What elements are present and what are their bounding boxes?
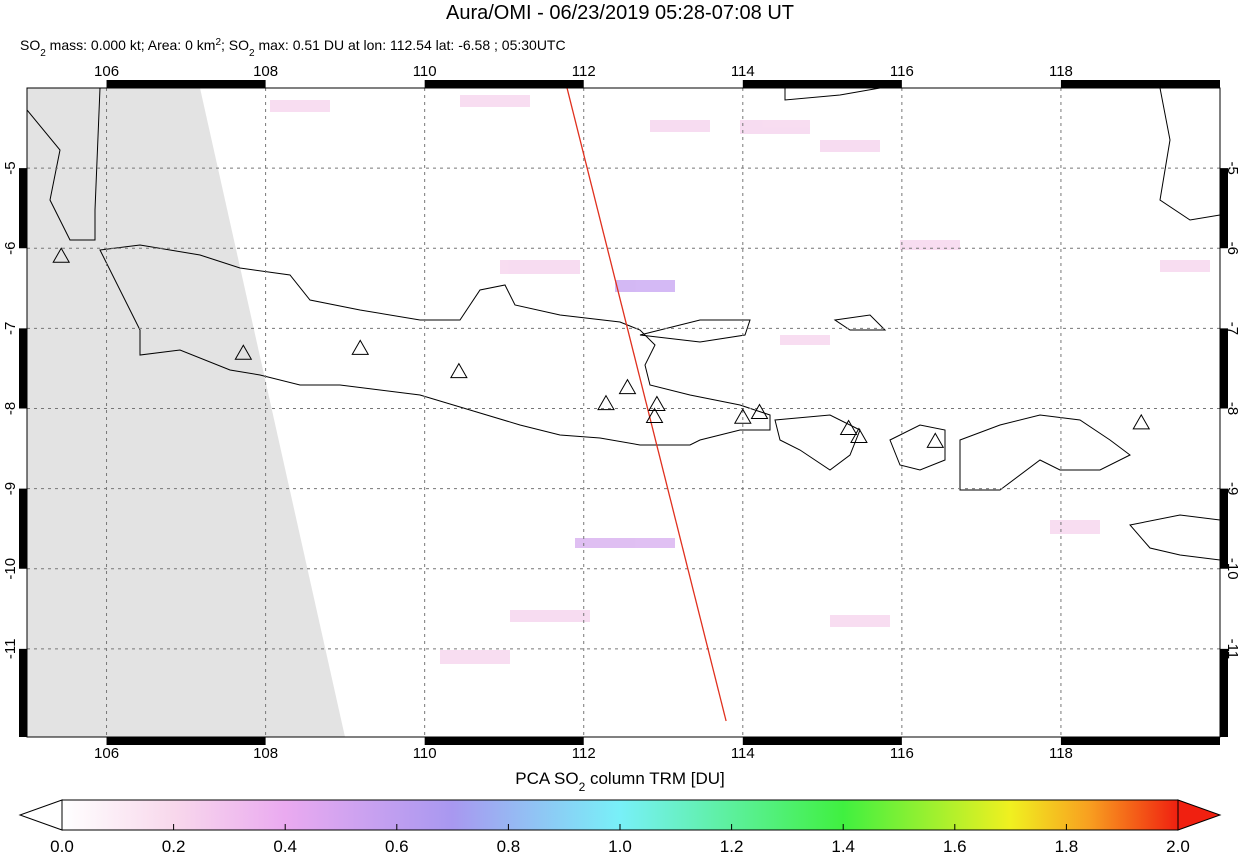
subtitle: SO2 mass: 0.000 kt; Area: 0 km2; SO2 max… <box>20 37 566 59</box>
x-tick-label: 110 <box>413 63 437 80</box>
volcano <box>52 247 71 263</box>
y-tick-label: -7 <box>1224 322 1239 335</box>
coastline <box>99 244 771 446</box>
frame-bar <box>1220 648 1228 737</box>
volcano <box>645 407 664 424</box>
frame-bar <box>1220 488 1228 569</box>
frame-bar <box>424 80 584 88</box>
y-tick-label: -9 <box>1224 482 1239 495</box>
volcano <box>926 432 945 448</box>
y-tick-label: -7 <box>2 322 19 335</box>
colorbar-tick-label: 0.0 <box>50 837 74 855</box>
volcano <box>597 394 615 411</box>
volcano <box>648 395 666 411</box>
colorbar-tick-label: 0.8 <box>497 837 521 855</box>
coastline <box>959 414 1131 491</box>
x-tick-label: 108 <box>253 745 278 762</box>
volcano <box>234 344 253 360</box>
x-tick-label: 116 <box>890 745 914 762</box>
coastline <box>889 424 946 471</box>
frame-bar <box>19 328 27 409</box>
frame-bar <box>424 737 584 745</box>
colorbar-tick-label: 1.6 <box>943 837 967 855</box>
frame-bar <box>742 80 902 88</box>
y-tick-label: -6 <box>2 242 19 255</box>
title: Aura/OMI - 06/23/2019 05:28-07:08 UT <box>446 2 794 24</box>
frame-bar <box>1220 328 1228 409</box>
frame-bar <box>19 168 27 249</box>
y-tick-label: -5 <box>2 161 19 174</box>
y-tick-label: -5 <box>1224 161 1239 174</box>
colorbar-label: PCA SO2 column TRM [DU] <box>515 769 725 794</box>
volcano <box>839 419 858 436</box>
x-tick-label: 106 <box>94 63 119 80</box>
coastline <box>639 319 751 343</box>
x-tick-label: 118 <box>1049 745 1073 762</box>
x-tick-label: 108 <box>253 63 278 80</box>
x-tick-label: 112 <box>572 63 596 80</box>
y-tick-label: -9 <box>2 482 19 495</box>
volcano <box>618 378 637 395</box>
frame-bar <box>1220 168 1228 249</box>
x-tick-label: 116 <box>890 63 914 80</box>
volcano <box>450 362 468 379</box>
volcano <box>750 403 769 419</box>
x-tick-label: 110 <box>413 745 437 762</box>
colorbar-tick-label: 2.0 <box>1166 837 1190 855</box>
volcano <box>850 427 868 444</box>
colorbar-tick-label: 1.0 <box>608 837 632 855</box>
colorbar-tick-label: 1.8 <box>1055 837 1079 855</box>
colorbar-tick-label: 0.6 <box>385 837 409 855</box>
coastline <box>27 88 101 241</box>
x-tick-label: 114 <box>731 745 755 762</box>
y-tick-label: -6 <box>1224 242 1239 255</box>
coastline <box>774 414 861 471</box>
so2-pixels <box>270 95 1210 664</box>
frame-bar <box>1060 80 1220 88</box>
x-tick-label: 106 <box>94 745 119 762</box>
colorbar-tick-label: 1.2 <box>720 837 744 855</box>
volcano <box>1132 413 1151 430</box>
y-tick-label: -10 <box>2 558 19 580</box>
colorbar-low-arrow <box>18 799 63 831</box>
y-tick-label: -10 <box>1224 558 1239 580</box>
colorbar-tick-label: 0.2 <box>162 837 186 855</box>
y-tick-label: -11 <box>2 639 19 660</box>
coastline <box>1129 514 1220 561</box>
map-frame <box>26 87 1221 738</box>
frame-bar <box>19 648 27 737</box>
frame-bar <box>106 80 266 88</box>
volcano <box>733 408 752 424</box>
x-tick-label: 118 <box>1049 63 1073 80</box>
frame-bar <box>106 737 266 745</box>
frame-bar <box>19 488 27 569</box>
x-tick-label: 112 <box>572 745 596 762</box>
colorbar <box>18 799 1222 831</box>
frame-bar <box>1060 737 1220 745</box>
colorbar-high-arrow <box>1177 799 1222 831</box>
y-tick-label: -8 <box>1224 402 1239 415</box>
x-tick-label: 114 <box>731 63 755 80</box>
map-area <box>27 88 1220 737</box>
y-tick-label: -11 <box>1224 639 1239 660</box>
volcano <box>351 339 370 355</box>
y-tick-label: -8 <box>2 402 19 415</box>
orbit-track <box>566 88 727 722</box>
colorbar-tick-label: 0.4 <box>273 837 297 855</box>
coastline <box>784 88 1220 331</box>
colorbar-tick-label: 1.4 <box>831 837 855 855</box>
frame-bar <box>742 737 902 745</box>
